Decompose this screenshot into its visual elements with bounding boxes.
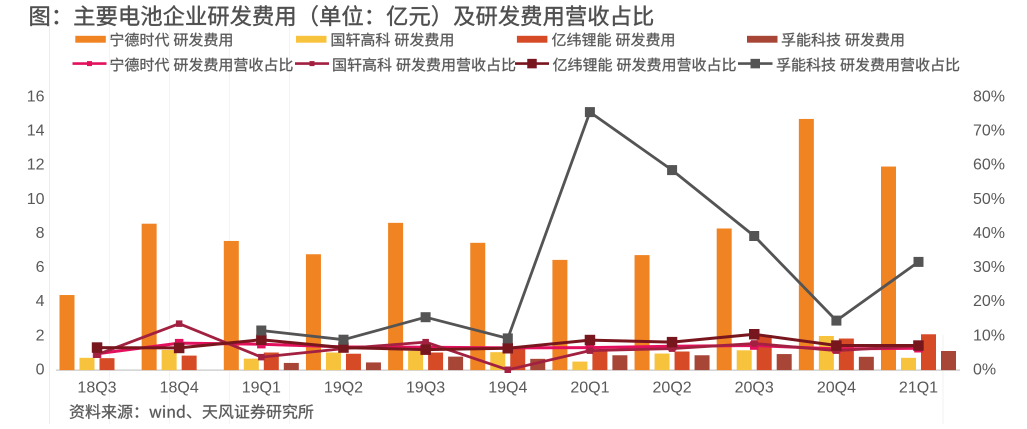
svg-text:21Q1: 21Q1 <box>899 380 938 397</box>
svg-text:30%: 30% <box>973 259 1005 276</box>
svg-text:20Q3: 20Q3 <box>735 380 774 397</box>
svg-text:6: 6 <box>36 259 45 276</box>
svg-text:12: 12 <box>27 157 45 174</box>
svg-text:80%: 80% <box>973 88 1005 105</box>
svg-text:14: 14 <box>27 123 45 140</box>
svg-text:16: 16 <box>27 88 45 105</box>
svg-text:20%: 20% <box>973 293 1005 310</box>
svg-text:4: 4 <box>36 293 45 310</box>
svg-text:60%: 60% <box>973 157 1005 174</box>
svg-text:40%: 40% <box>973 225 1005 242</box>
svg-text:50%: 50% <box>973 191 1005 208</box>
svg-text:18Q4: 18Q4 <box>160 380 199 397</box>
svg-text:18Q3: 18Q3 <box>77 380 116 397</box>
svg-text:0: 0 <box>36 361 45 378</box>
svg-text:20Q4: 20Q4 <box>817 380 856 397</box>
svg-text:70%: 70% <box>973 123 1005 140</box>
svg-text:8: 8 <box>36 225 45 242</box>
svg-text:19Q2: 19Q2 <box>324 380 363 397</box>
svg-text:10%: 10% <box>973 327 1005 344</box>
svg-text:19Q1: 19Q1 <box>242 380 281 397</box>
svg-text:20Q1: 20Q1 <box>570 380 609 397</box>
svg-text:0%: 0% <box>973 361 996 378</box>
svg-text:10: 10 <box>27 191 45 208</box>
svg-text:2: 2 <box>36 327 45 344</box>
svg-text:19Q4: 19Q4 <box>488 380 527 397</box>
svg-text:20Q2: 20Q2 <box>653 380 692 397</box>
svg-text:19Q3: 19Q3 <box>406 380 445 397</box>
